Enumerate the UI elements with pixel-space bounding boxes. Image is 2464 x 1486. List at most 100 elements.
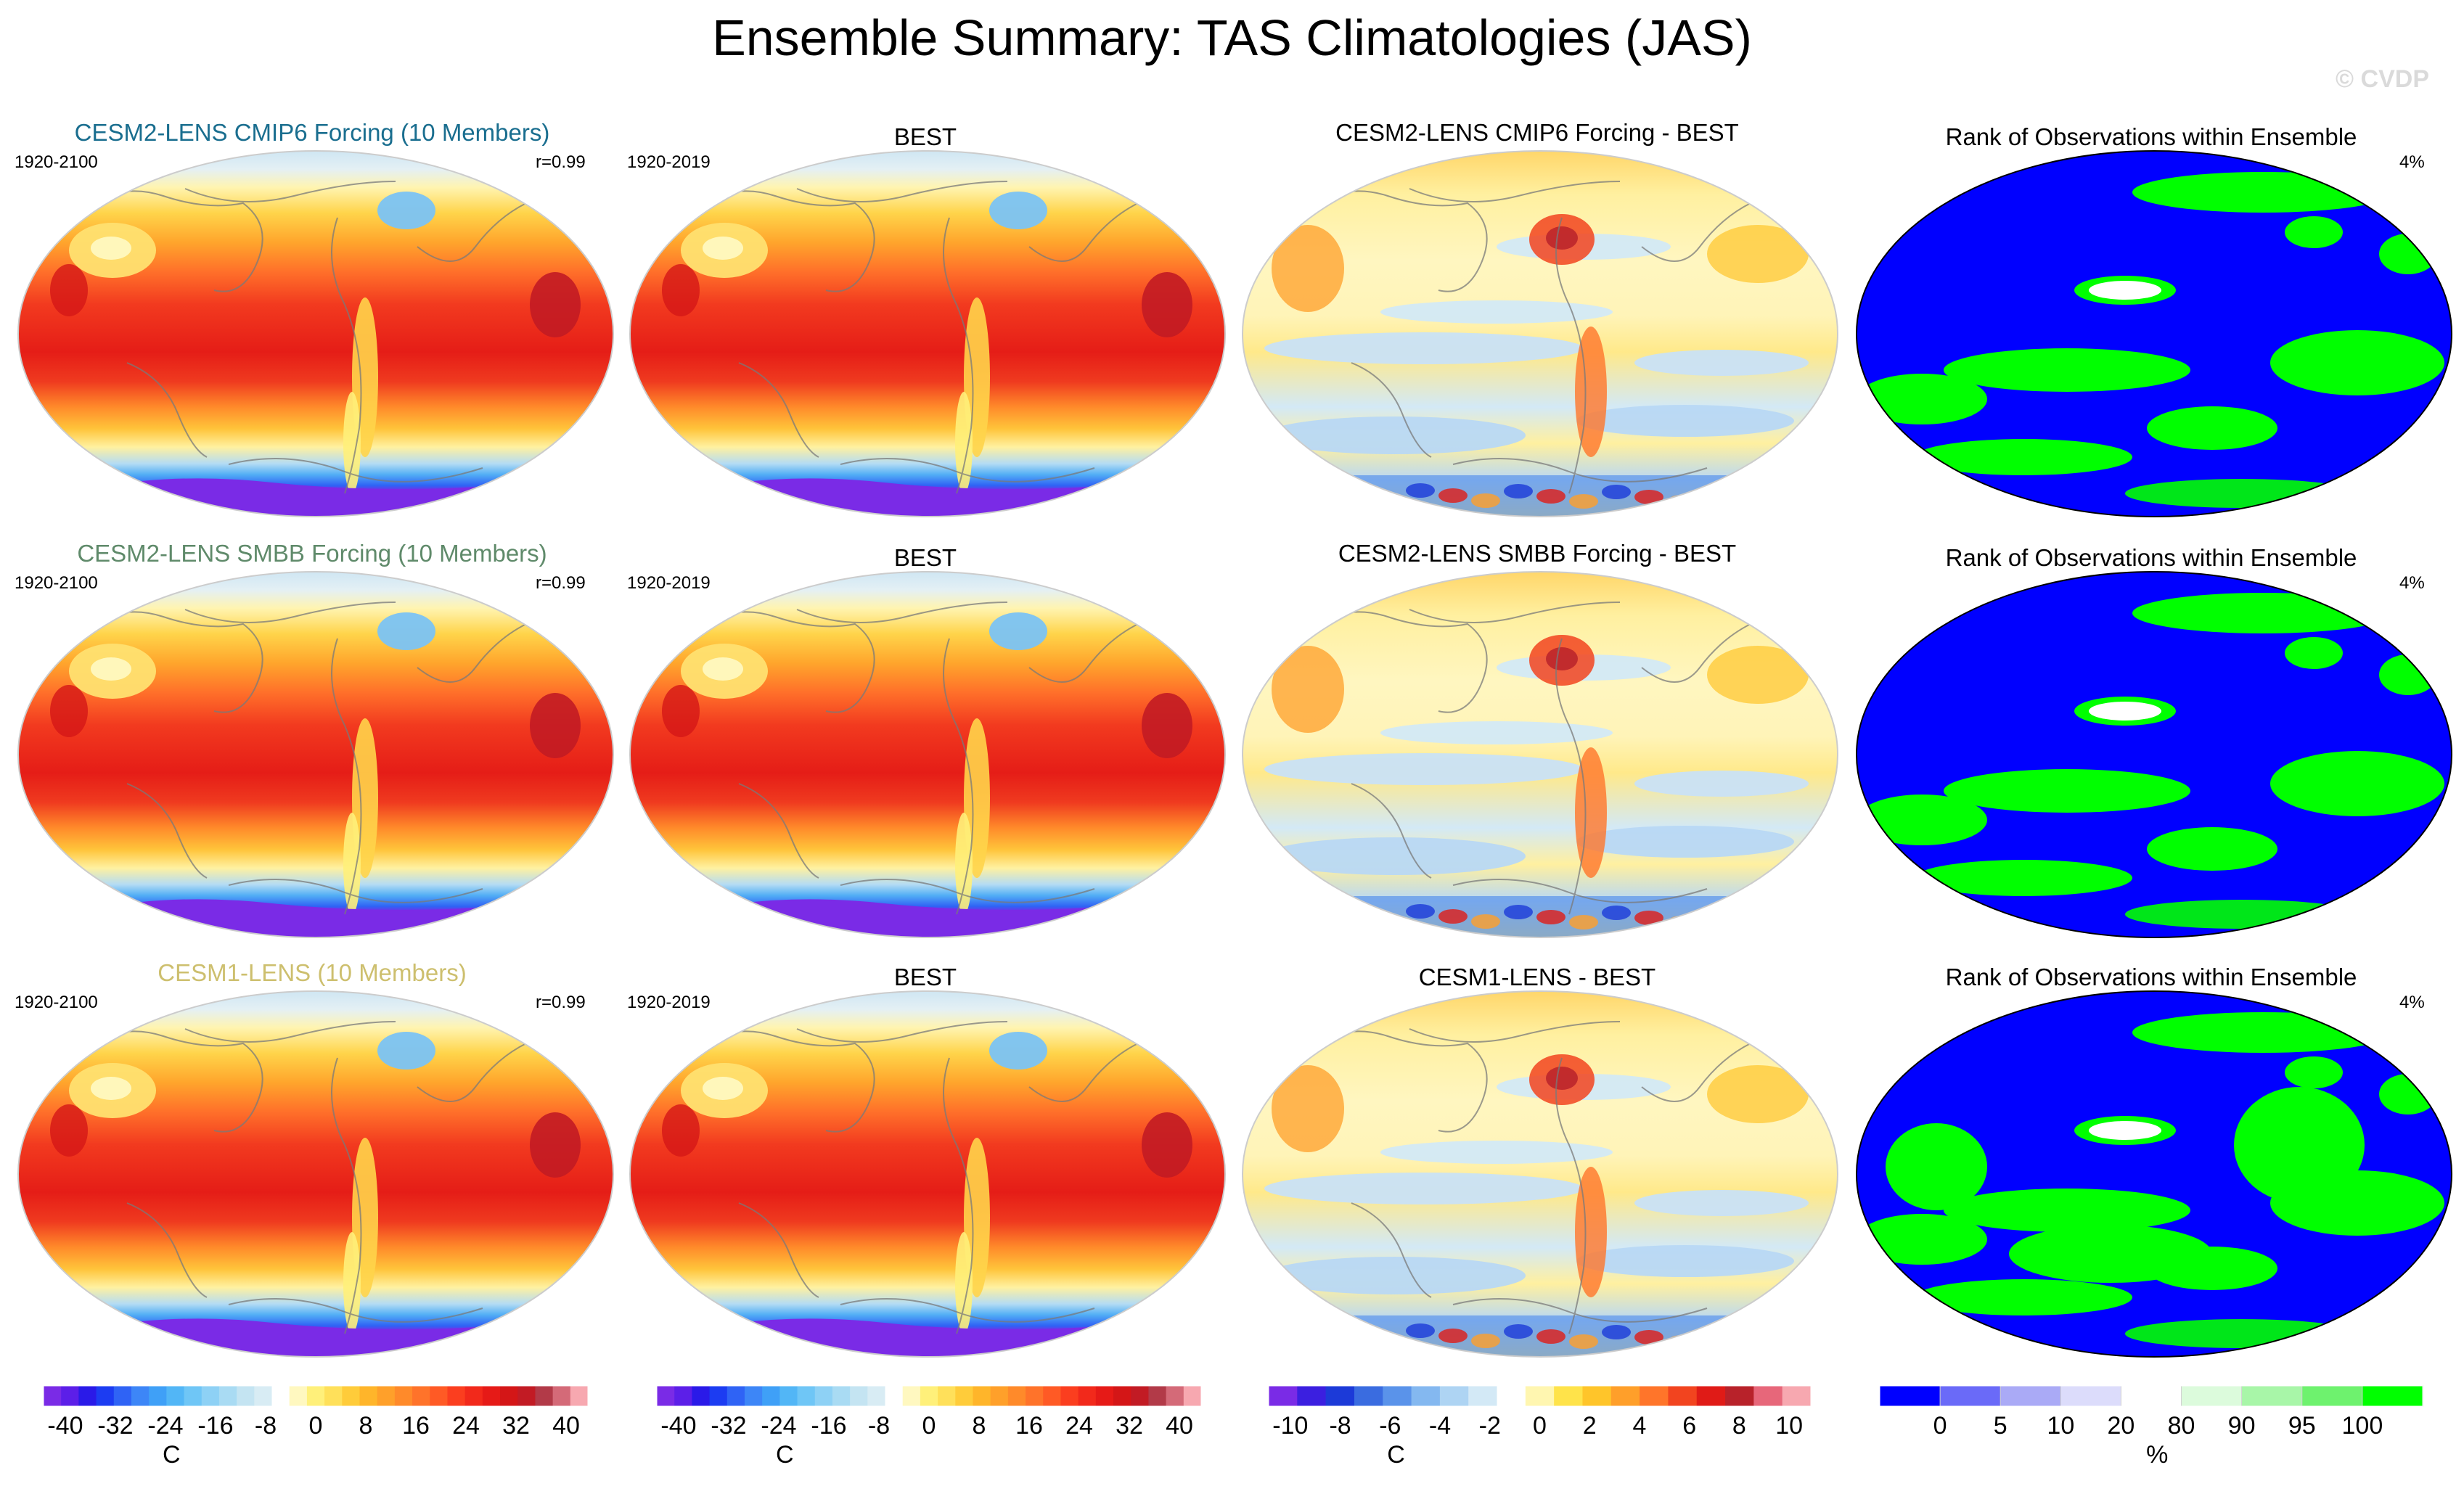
colorbar-swatch <box>1043 1386 1061 1406</box>
colorbar-swatch <box>1554 1386 1583 1406</box>
warm-spot-west <box>50 264 88 316</box>
antarctic-bias-cell <box>1732 490 1761 505</box>
antarctic-bias-cell <box>1406 904 1435 919</box>
obs-period-2: 1920-2019 <box>627 573 711 593</box>
warm-spot-west <box>50 1104 88 1157</box>
map-rank-1 <box>1857 151 2452 517</box>
rank-high-region <box>2234 1087 2365 1203</box>
rank-high-region <box>2147 827 2277 871</box>
sahara-hot-spot <box>530 1112 581 1178</box>
temperature-field <box>630 151 1225 517</box>
cool-bias-region <box>1264 753 1584 785</box>
colorbar-swatch <box>832 1386 851 1406</box>
plateau-core <box>703 1077 743 1100</box>
colorbar-4 <box>1879 1385 2424 1407</box>
colorbar-unit: % <box>2146 1441 2169 1469</box>
antarctic-bias-cell <box>1634 490 1663 504</box>
cool-bias-region <box>1264 1257 1526 1294</box>
colorbar-swatch <box>674 1386 692 1406</box>
warm-bias-andes <box>1575 747 1607 878</box>
colorbar-swatch <box>1183 1386 1202 1406</box>
map-model-2 <box>18 572 613 937</box>
rank-high-region <box>2132 593 2394 633</box>
antarctica <box>69 899 504 937</box>
colorbar-unit: C <box>775 1441 794 1469</box>
rank-high-region <box>1886 1123 1987 1210</box>
map-diff-2 <box>1243 572 1838 937</box>
model-title-2: CESM2-LENS SMBB Forcing (10 Members) <box>77 540 547 567</box>
colorbar-swatch <box>938 1386 956 1406</box>
warm-spot-west <box>50 685 88 737</box>
colorbar-tick-label: -40 <box>47 1412 83 1440</box>
colorbar-swatch <box>500 1386 518 1406</box>
obs-period-1: 1920-2019 <box>627 152 711 172</box>
watermark: © CVDP <box>2336 65 2429 93</box>
colorbar-swatch <box>377 1386 396 1406</box>
rank-title-3: Rank of Observations within Ensemble <box>1945 964 2357 990</box>
colorbar-swatch <box>1782 1386 1812 1406</box>
colorbar-swatch <box>1696 1386 1726 1406</box>
rank-high-region <box>1857 1214 1987 1265</box>
cool-bias-region <box>1576 1245 1794 1277</box>
colorbar-swatch <box>762 1386 780 1406</box>
patagonia <box>955 1232 973 1334</box>
colorbar-swatch <box>394 1386 413 1406</box>
colorbar-swatch <box>867 1386 886 1406</box>
model-period-3: 1920-2100 <box>15 993 98 1012</box>
rank-high-region <box>2270 751 2444 816</box>
colorbar-swatch <box>1525 1386 1555 1406</box>
antarctic-bias-cell <box>1536 489 1565 504</box>
rank-mid-pacific <box>2089 702 2161 721</box>
rank-high-region <box>1915 860 2132 896</box>
colorbar-tick-label: 6 <box>1682 1412 1697 1440</box>
colorbar-1 <box>43 1385 589 1407</box>
antarctic-bias-cell <box>1308 483 1337 497</box>
obs-title-2: BEST <box>893 544 957 571</box>
colorbar-swatch <box>1131 1386 1149 1406</box>
colorbar-3 <box>1268 1385 1812 1407</box>
cool-bias-region <box>1264 416 1526 454</box>
rank-high-south <box>2125 900 2357 929</box>
warm-bias-core <box>1546 1067 1578 1090</box>
map-outline-rank-1 <box>1856 150 2452 517</box>
colorbar-swatch <box>814 1386 833 1406</box>
antarctic-bias-cell <box>1406 483 1435 498</box>
colorbar-tick-label: -16 <box>197 1412 234 1440</box>
rank-high-region <box>2379 234 2437 274</box>
antarctica <box>69 478 504 517</box>
model-corr-3: r=0.99 <box>536 993 586 1012</box>
antarctica <box>681 478 1116 517</box>
cool-bias-region <box>1634 771 1809 797</box>
antarctic-bias-cell <box>1634 1330 1663 1345</box>
rank-title-1: Rank of Observations within Ensemble <box>1945 123 2357 150</box>
greenland <box>377 192 435 229</box>
colorbar-swatch <box>1939 1385 2002 1407</box>
patagonia <box>955 392 973 493</box>
colorbar-tick-label: -16 <box>811 1412 847 1440</box>
warm-spot-west <box>662 1104 700 1157</box>
map-outline-model-2 <box>17 571 614 938</box>
rank-percent-2: 4% <box>2399 573 2425 593</box>
colorbar-swatch <box>2181 1385 2243 1407</box>
map-outline-obs-1 <box>629 150 1226 517</box>
warm-bias-andes <box>1575 327 1607 457</box>
sahara-hot-spot <box>1142 693 1192 758</box>
rank-high-region <box>2285 637 2343 669</box>
rank-high-region <box>2379 654 2437 695</box>
greenland <box>989 192 1047 229</box>
colorbar-swatch <box>1269 1386 1298 1406</box>
antarctic-bias-cell <box>1504 905 1533 919</box>
warm-bias-europe <box>1707 646 1809 704</box>
sahara-hot-spot <box>1142 272 1192 337</box>
rank-high-region <box>2270 330 2444 395</box>
colorbar-swatch <box>726 1386 745 1406</box>
colorbar-swatch <box>1610 1386 1640 1406</box>
model-period-1: 1920-2100 <box>15 152 98 172</box>
colorbar-swatch <box>920 1386 938 1406</box>
colorbar-swatch <box>2241 1385 2303 1407</box>
patagonia <box>343 1232 361 1334</box>
colorbar-swatch <box>657 1386 675 1406</box>
map-model-1 <box>18 151 613 517</box>
colorbar-tick-label: 8 <box>1732 1412 1746 1440</box>
colorbar-swatch <box>1668 1386 1698 1406</box>
